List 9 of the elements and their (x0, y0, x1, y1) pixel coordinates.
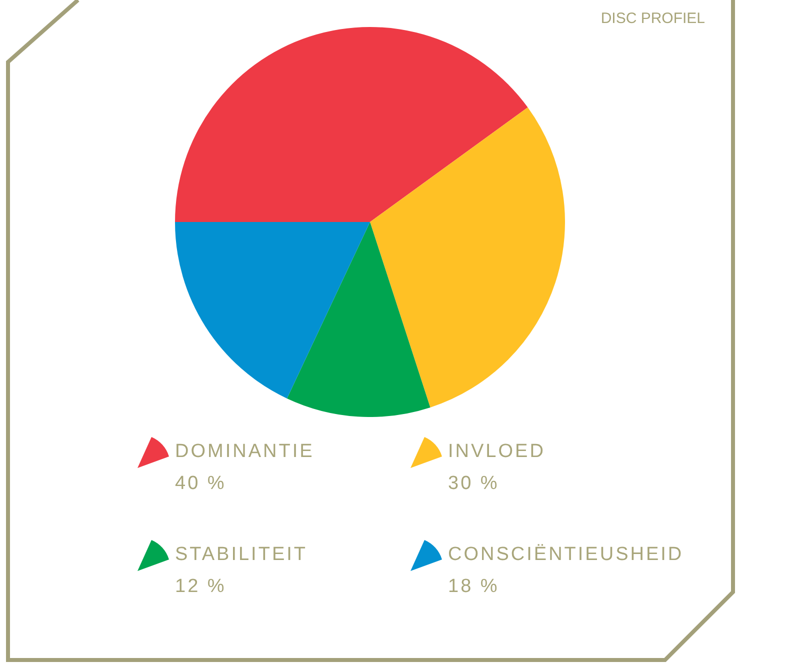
data-label: 40 % (175, 473, 228, 495)
legend-label: CONSCIËNTIEUSHEID (448, 544, 684, 566)
data-label: 30 % (448, 473, 500, 495)
legend-label: INVLOED (448, 441, 546, 463)
legend-label: STABILITEIT (175, 544, 308, 566)
data-label: 12 % (175, 576, 228, 598)
legend-label: DOMINANTIE (175, 441, 314, 463)
chart-title: DISC PROFIEL (600, 10, 705, 27)
data-label: 18 % (448, 576, 500, 598)
